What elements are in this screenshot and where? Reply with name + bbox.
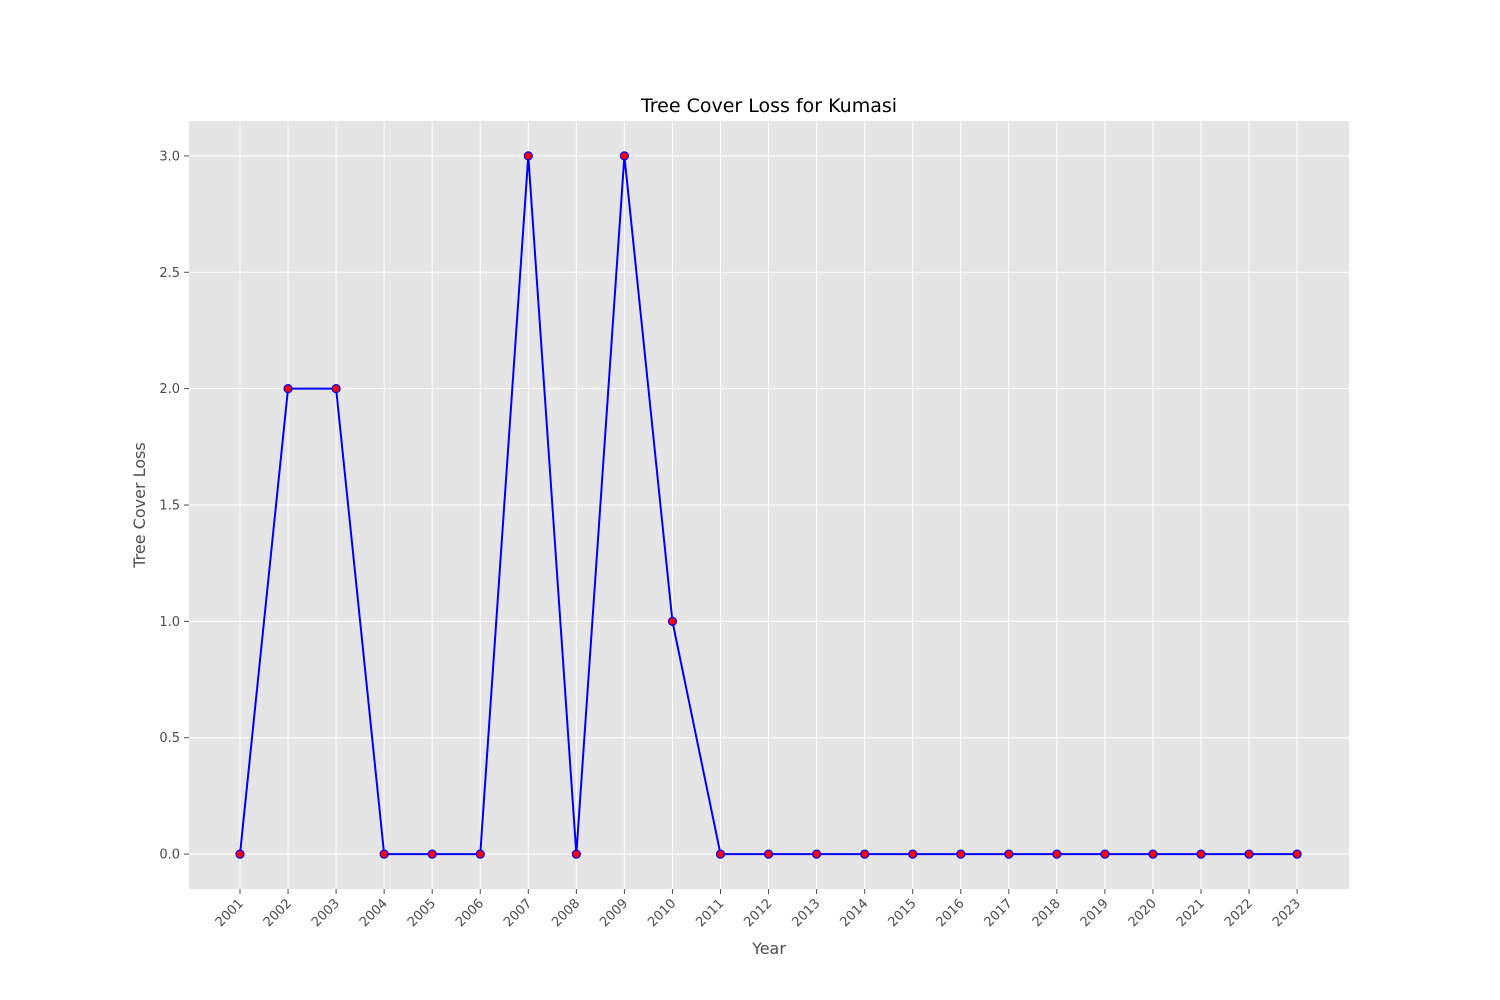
x-tick-label: 2022 xyxy=(1222,896,1256,930)
y-tick-label: 0.0 xyxy=(159,848,180,863)
data-point xyxy=(331,384,341,394)
x-tick-label: 2020 xyxy=(1126,896,1160,930)
x-tick-label: 2003 xyxy=(309,896,343,930)
y-tick-label: 3.0 xyxy=(159,149,180,164)
data-point xyxy=(619,151,630,161)
data-point xyxy=(475,849,485,859)
data-point xyxy=(283,384,293,394)
data-point xyxy=(715,849,726,859)
x-tick-label: 2005 xyxy=(405,896,439,930)
y-axis-label: Tree Cover Loss xyxy=(130,442,149,568)
x-tick-label: 2008 xyxy=(549,896,583,930)
x-tick-label: 2019 xyxy=(1078,896,1112,930)
x-tick-label: 2021 xyxy=(1174,896,1208,930)
data-point xyxy=(908,849,918,859)
y-tick-label: 2.0 xyxy=(159,382,180,397)
data-point xyxy=(667,616,678,626)
data-point xyxy=(1196,849,1206,859)
x-axis-label: Year xyxy=(751,939,786,958)
x-tick-label: 2012 xyxy=(741,896,775,930)
x-tick-label: 2016 xyxy=(934,896,968,930)
data-point xyxy=(860,849,870,859)
data-point xyxy=(1100,849,1110,859)
marker-group xyxy=(235,151,1302,859)
x-tick-label: 2009 xyxy=(597,896,631,930)
data-point xyxy=(379,849,389,859)
data-point xyxy=(1148,849,1158,859)
x-tick-label: 2010 xyxy=(645,896,679,930)
data-point xyxy=(811,849,822,859)
x-tick-label: 2004 xyxy=(357,896,391,930)
y-tick-label: 1.0 xyxy=(159,615,180,630)
data-point xyxy=(1244,849,1254,859)
x-tick-label: 2017 xyxy=(982,896,1016,930)
x-tick-label: 2018 xyxy=(1030,896,1064,930)
x-tick-label: 2001 xyxy=(213,896,247,930)
x-tick-label: 2006 xyxy=(453,896,487,930)
data-point xyxy=(1052,849,1062,859)
data-point xyxy=(763,849,774,859)
y-tick-label: 2.5 xyxy=(159,266,180,281)
y-tick-label: 0.5 xyxy=(159,731,180,746)
data-point xyxy=(427,849,437,859)
data-point xyxy=(523,151,533,161)
data-point xyxy=(571,849,581,859)
x-tick-label: 2007 xyxy=(501,896,535,930)
x-tick-label: 2015 xyxy=(886,896,920,930)
x-tick-label: 2023 xyxy=(1270,896,1304,930)
x-tick-label: 2014 xyxy=(837,896,871,930)
data-point xyxy=(1292,849,1302,859)
grid-lines xyxy=(189,121,1349,889)
x-tick-labels: 2001 2002 2003 2004 2005 2006 2007 2008 2009 2010… xyxy=(213,889,1304,930)
data-point xyxy=(235,849,245,859)
y-tick-label: 1.5 xyxy=(159,499,180,514)
data-point xyxy=(1004,849,1014,859)
x-tick-label: 2011 xyxy=(693,896,727,930)
y-tick-labels: 0.0 0.5 1.0 1.5 2.0 2.5 3.0 xyxy=(159,149,189,863)
data-point xyxy=(956,849,966,859)
chart-title: Tree Cover Loss for Kumasi xyxy=(640,95,897,117)
x-tick-label: 2002 xyxy=(261,896,295,930)
x-tick-label: 2013 xyxy=(789,896,823,930)
